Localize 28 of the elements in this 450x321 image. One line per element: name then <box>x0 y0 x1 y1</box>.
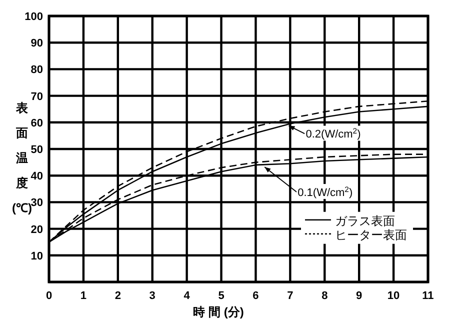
x-tick-label: 10 <box>387 290 400 302</box>
y-tick-label: 20 <box>30 224 43 236</box>
x-tick-label: 6 <box>252 290 259 302</box>
annotation: 0.2(W/cm$^{2}$) <box>306 126 361 141</box>
y-tick-label: 80 <box>30 64 43 76</box>
x-tick-label: 3 <box>149 290 156 302</box>
x-tick-label: 4 <box>184 290 191 302</box>
legend-label: ガラス表面 <box>335 214 395 228</box>
x-tick-label: 11 <box>422 290 434 302</box>
y-tick-label: 100 <box>24 11 43 23</box>
x-axis-title: 時 間 (分) <box>193 305 244 319</box>
x-tick-label: 2 <box>114 290 121 302</box>
y-tick-label: 60 <box>30 117 43 130</box>
y-tick-label: 90 <box>30 38 43 50</box>
x-tick-label: 8 <box>322 290 328 302</box>
y-axis-title: 表面温度(℃) <box>12 101 32 215</box>
annotation: 0.1(W/cm$^{2}$) <box>298 184 353 199</box>
x-tick-label: 7 <box>287 290 294 302</box>
y-tick-label: 70 <box>30 90 43 103</box>
y-tick-label: 30 <box>30 197 43 210</box>
x-tick-label: 9 <box>356 290 362 302</box>
y-tick-label: 50 <box>30 144 43 156</box>
x-tick-label: 5 <box>218 290 224 302</box>
y-tick-label: 10 <box>30 250 43 262</box>
x-tick-label: 0 <box>46 290 52 302</box>
y-tick-label: 40 <box>30 170 43 183</box>
legend-label: ヒーター表面 <box>335 228 407 242</box>
x-tick-label: 1 <box>80 290 87 302</box>
